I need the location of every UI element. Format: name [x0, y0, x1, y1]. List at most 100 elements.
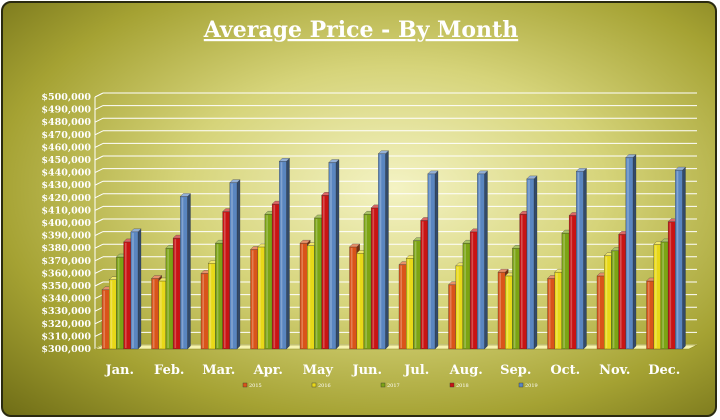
bar — [406, 258, 414, 350]
bar — [505, 275, 513, 350]
x-tick-label: Dec. — [648, 363, 680, 378]
bar-highlight — [662, 242, 664, 348]
bar-chart: Average Price - By Month $300,000 $310,000… — [41, 17, 698, 389]
bar — [519, 214, 527, 350]
gridline-depth — [94, 319, 104, 325]
bar — [554, 271, 563, 350]
bar-top — [229, 179, 241, 183]
bar — [625, 157, 634, 350]
y-tick-label: $340,000 — [41, 294, 91, 305]
chart-floor — [94, 344, 698, 350]
bar — [116, 256, 124, 350]
bar-highlight — [528, 179, 530, 348]
bar — [526, 178, 535, 350]
bar-highlight — [209, 264, 212, 348]
bar-highlight — [350, 247, 353, 348]
bar — [547, 278, 555, 350]
bar-highlight — [216, 244, 219, 348]
bar-top — [349, 243, 361, 248]
bar-top — [179, 193, 191, 197]
bar-side — [137, 228, 142, 350]
bar — [611, 250, 619, 350]
bar — [497, 271, 506, 350]
bar-highlight — [400, 265, 402, 348]
gridline-depth — [94, 306, 104, 312]
bar-highlight — [167, 249, 169, 348]
gridline-depth — [94, 268, 104, 274]
gridline-depth — [94, 105, 104, 111]
bar-highlight — [598, 276, 600, 348]
bar — [561, 232, 570, 350]
bar-highlight — [669, 222, 672, 348]
bar — [172, 237, 181, 350]
bar-side — [632, 154, 637, 350]
bar-side — [335, 159, 340, 350]
y-tick-label: $310,000 — [41, 331, 91, 342]
bar-top — [497, 268, 509, 273]
bar — [660, 241, 669, 350]
x-tick-label: Feb. — [154, 363, 184, 378]
bar — [321, 195, 329, 350]
bar-highlight — [499, 273, 501, 348]
bar — [158, 280, 167, 350]
bar-highlight — [577, 172, 580, 348]
bar — [477, 173, 485, 350]
x-tick-label: Nov. — [599, 363, 630, 378]
y-tick-label: $380,000 — [41, 243, 91, 254]
bar-highlight — [365, 215, 367, 348]
bar-highlight — [372, 208, 375, 348]
bar-highlight — [160, 281, 162, 348]
y-tick-label: $360,000 — [41, 268, 91, 279]
bar-highlight — [570, 216, 573, 348]
legend-label: 2018 — [456, 383, 469, 389]
x-tick-label: May — [303, 363, 334, 378]
bar — [349, 246, 357, 350]
bar-highlight — [224, 212, 226, 348]
bar — [180, 196, 188, 350]
y-tick-label: $410,000 — [41, 205, 91, 216]
gridline-depth — [94, 256, 104, 262]
gridline-depth — [94, 92, 104, 98]
bar-highlight — [259, 247, 261, 348]
bar — [653, 244, 662, 350]
y-tick-label: $320,000 — [41, 319, 91, 330]
bar-highlight — [231, 183, 233, 348]
bar-highlight — [280, 162, 283, 348]
bar — [264, 214, 273, 350]
bar — [279, 161, 287, 350]
bar-top — [526, 175, 538, 180]
bar — [378, 153, 386, 350]
bar-highlight — [478, 174, 481, 348]
bar-highlight — [379, 154, 382, 348]
bar — [257, 246, 266, 350]
bar — [420, 220, 428, 350]
bar-highlight — [132, 232, 134, 348]
x-tick-label: Jul. — [403, 363, 429, 378]
gridline-depth — [94, 155, 104, 161]
bar-top — [299, 240, 311, 244]
bar — [271, 203, 280, 350]
x-tick-label: Oct. — [550, 363, 580, 378]
bar-side — [583, 167, 587, 350]
bar-highlight — [627, 158, 629, 348]
y-tick-label: $300,000 — [41, 344, 91, 355]
bar — [314, 217, 322, 350]
bar-highlight — [521, 215, 523, 348]
bar-highlight — [676, 171, 679, 348]
bar-highlight — [563, 234, 565, 348]
x-tick-label: Aug. — [449, 363, 483, 378]
y-tick-label: $370,000 — [41, 256, 91, 267]
gridline-depth — [94, 142, 104, 148]
gridline-depth — [94, 243, 104, 249]
x-tick-label: Jun. — [351, 363, 382, 378]
bar-side — [533, 175, 538, 350]
legend-label: 2015 — [249, 383, 262, 389]
y-tick-label: $500,000 — [41, 92, 91, 103]
bar-highlight — [612, 251, 615, 348]
bar-highlight — [330, 163, 332, 348]
bar — [596, 275, 605, 350]
bar — [469, 231, 478, 350]
bar-highlight — [457, 266, 459, 348]
legend-swatch — [242, 382, 248, 388]
